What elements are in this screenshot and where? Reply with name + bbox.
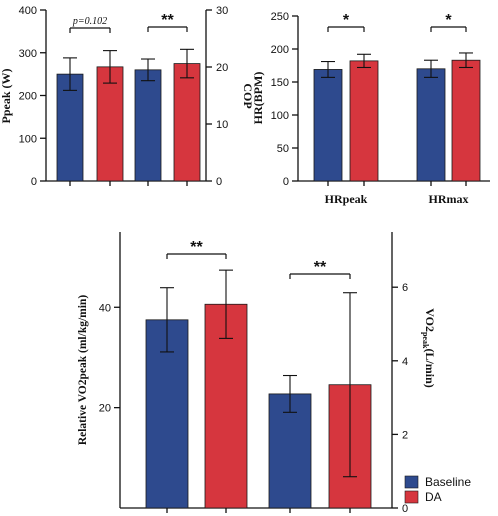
cop-ylabel: COP [241, 83, 255, 108]
ppeak-cop-bar-da [96, 66, 124, 182]
vo2-significance-label: ** [190, 239, 203, 256]
ppeak-cop-right-tick-label: 20 [216, 62, 228, 74]
hr-left-tick-label: 150 [271, 77, 289, 89]
vo2-right-tick-label: 2 [402, 429, 408, 441]
ppeak-cop-bar-baseline [134, 69, 162, 182]
ppeak-cop-left-tick-label: 100 [19, 133, 37, 145]
ppeak-cop-left-tick-label: 200 [19, 91, 37, 103]
ppeak-cop-significance-label: p=0.102 [72, 16, 107, 27]
hr-left-tick-label: 0 [283, 176, 289, 188]
vo2-left-tick-label: 20 [99, 403, 111, 415]
ppeak-cop-right-tick-label: 10 [216, 119, 228, 131]
vo2-right-tick-label: 0 [402, 503, 408, 515]
hr-bar-baseline [313, 69, 343, 182]
relative-vo2peak-ylabel: Relative VO2peak (ml/kg/min) [77, 295, 89, 446]
hr-bar-da [349, 60, 379, 182]
legend-swatch-baseline [404, 475, 419, 489]
ppeak-ylabel: Ppeak (W) [0, 69, 13, 124]
ppeak-cop-significance-label: ** [161, 12, 174, 29]
hr-category-label: HRpeak [325, 192, 368, 206]
legend-label-da: DA [425, 490, 442, 504]
hr-left-tick-label: 200 [271, 44, 289, 56]
vo2-significance-label: ** [314, 259, 327, 276]
ppeak-cop-right-tick-label: 0 [216, 176, 222, 188]
hr-category-label: HRmax [429, 192, 469, 206]
hr-significance-label: * [343, 12, 350, 29]
hr-ylabel: HR(BPM) [251, 72, 265, 125]
vo2peak-ylabel-main: VO2 [423, 308, 437, 332]
legend-swatch-da [404, 490, 419, 504]
vo2peak-absolute-ylabel: VO2peak(L/min) [421, 308, 437, 388]
vo2-right-tick-label: 4 [402, 356, 408, 368]
ppeak-cop-right-tick-label: 30 [216, 5, 228, 17]
hr-bar-baseline [416, 68, 446, 182]
vo2-bar-baseline [268, 393, 312, 509]
ppeak-cop-bar-baseline [56, 73, 84, 182]
ppeak-cop-left-tick-label: 0 [31, 176, 37, 188]
vo2-left-tick-label: 40 [99, 302, 111, 314]
vo2peak-ylabel-tail: (L/min) [423, 348, 437, 387]
hr-left-tick-label: 100 [271, 110, 289, 122]
hr-significance-label: * [445, 12, 452, 29]
ppeak-cop-left-tick-label: 300 [19, 48, 37, 60]
hr-left-tick-label: 250 [271, 11, 289, 23]
vo2-right-tick-label: 6 [402, 282, 408, 294]
vo2peak-ylabel-sub: peak [421, 332, 430, 349]
hr-bar-da [451, 59, 481, 182]
legend-label-baseline: Baseline [425, 475, 471, 489]
ppeak-cop-bar-da [173, 63, 201, 182]
hr-left-tick-label: 50 [277, 143, 289, 155]
ppeak-cop-left-tick-label: 400 [19, 5, 37, 17]
